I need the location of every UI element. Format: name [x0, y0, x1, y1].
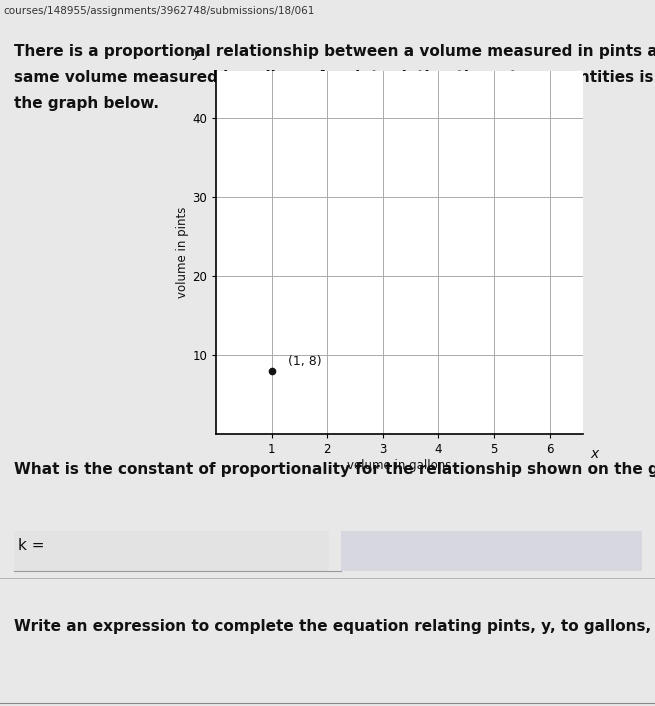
Text: k =: k = [18, 538, 44, 553]
Text: (1, 8): (1, 8) [288, 354, 322, 368]
Y-axis label: volume in pints: volume in pints [176, 207, 189, 298]
Text: x: x [590, 447, 599, 461]
Text: What is the constant of proportionality for the relationship shown on the graph?: What is the constant of proportionality … [14, 462, 655, 477]
X-axis label: volume in gallons: volume in gallons [347, 459, 452, 472]
Text: the graph below.: the graph below. [14, 96, 159, 111]
FancyBboxPatch shape [14, 531, 329, 571]
Text: same volume measured in gallons. A point relating these two quantities is shown : same volume measured in gallons. A point… [14, 70, 655, 85]
Text: There is a proportional relationship between a volume measured in pints and the: There is a proportional relationship bet… [14, 44, 655, 59]
FancyBboxPatch shape [341, 531, 642, 571]
Text: y: y [192, 46, 200, 60]
Text: courses/148955/assignments/3962748/submissions/18/061: courses/148955/assignments/3962748/submi… [3, 6, 314, 16]
Text: Write an expression to complete the equation relating pints, y, to gallons, x.: Write an expression to complete the equa… [14, 619, 655, 634]
